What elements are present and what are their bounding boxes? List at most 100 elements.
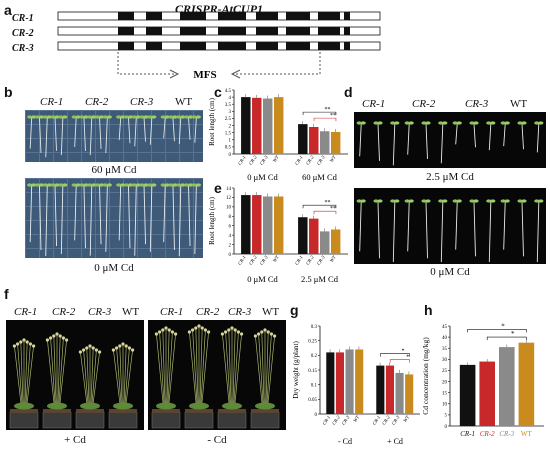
seedling-leaf bbox=[373, 199, 379, 203]
significance-mark: ** bbox=[325, 107, 331, 113]
y-tick-label: 0.3 bbox=[311, 325, 318, 330]
flower-cluster bbox=[98, 350, 102, 354]
exon-block bbox=[118, 12, 134, 20]
seedling-root bbox=[359, 201, 362, 252]
seedling-root bbox=[29, 117, 33, 149]
stem bbox=[50, 337, 56, 410]
seedling-leaf bbox=[456, 199, 462, 203]
x-tick-label: WT bbox=[353, 415, 361, 424]
seedling-leaf bbox=[160, 115, 166, 119]
seedling-leaf bbox=[469, 121, 475, 125]
b-label-wt: WT bbox=[175, 96, 193, 108]
seedling-root bbox=[105, 185, 108, 252]
pot-photo-minus-cd bbox=[148, 320, 286, 430]
exon-block bbox=[318, 42, 340, 50]
seedling-leaf bbox=[71, 115, 77, 119]
seedling-leaf bbox=[143, 115, 149, 119]
seedling-root bbox=[143, 117, 146, 142]
seedling-leaf bbox=[538, 199, 544, 203]
y-tick-label: 12 bbox=[226, 196, 232, 201]
seedling-leaf bbox=[360, 199, 366, 203]
seedling-leaf bbox=[373, 121, 379, 125]
significance-mark: ** bbox=[330, 206, 336, 212]
seedling-leaf bbox=[195, 115, 201, 119]
seedling-leaf bbox=[79, 183, 85, 187]
bar bbox=[263, 98, 273, 154]
x-tick-label: CR-2 bbox=[382, 415, 392, 427]
flower-cluster bbox=[28, 342, 32, 346]
bar bbox=[499, 347, 515, 426]
gene-label-cr1: CR-1 bbox=[12, 13, 34, 24]
flower-cluster bbox=[253, 334, 257, 338]
seedling-leaf bbox=[390, 121, 396, 125]
plants-minus-cd bbox=[151, 324, 280, 429]
seedling-leaf bbox=[356, 199, 362, 203]
seedling-leaf bbox=[31, 115, 37, 119]
stem bbox=[20, 341, 24, 410]
stem bbox=[266, 333, 272, 410]
seedling-leaf bbox=[180, 115, 186, 119]
f-left-label-wt: WT bbox=[122, 306, 140, 318]
x-tick-label: WT bbox=[521, 430, 533, 438]
seedling-leaf bbox=[38, 115, 45, 119]
stem bbox=[233, 331, 239, 410]
seedling-leaf bbox=[183, 183, 190, 187]
exon-block bbox=[180, 42, 206, 50]
seedling-leaf bbox=[31, 183, 37, 187]
seedling-leaf bbox=[131, 183, 137, 187]
f-left-label-cr3: CR-3 bbox=[88, 306, 112, 318]
seedling-root bbox=[425, 201, 428, 259]
mfs-arrow-right bbox=[169, 69, 180, 79]
seedling-leaf bbox=[425, 121, 431, 125]
flower-cluster bbox=[174, 332, 178, 336]
seedling-leaf bbox=[538, 121, 544, 125]
b-top-condition: 60 μM Cd bbox=[91, 164, 137, 176]
x-tick-label: CR-1 bbox=[295, 155, 305, 166]
flower-cluster bbox=[233, 328, 237, 332]
significance-mark: ** bbox=[325, 200, 331, 206]
flower-cluster bbox=[49, 336, 53, 340]
seedling-leaf bbox=[46, 183, 52, 187]
x-tick-label: CR-2 bbox=[332, 415, 342, 427]
seedling-root bbox=[440, 123, 444, 164]
x-tick-label: CR-3 bbox=[342, 415, 352, 427]
seedling-leaf bbox=[390, 199, 396, 203]
seedling-leaf bbox=[421, 121, 427, 125]
y-tick-label: 3 bbox=[229, 110, 232, 115]
seedling-leaf bbox=[404, 199, 410, 203]
soil bbox=[76, 409, 104, 413]
stem bbox=[199, 327, 203, 410]
seedling-root bbox=[503, 123, 506, 147]
soil bbox=[43, 409, 71, 413]
bar bbox=[320, 131, 330, 154]
seedling-root bbox=[143, 185, 146, 245]
x-tick-label: CR-1 bbox=[460, 430, 475, 438]
x-tick-label: CR-3 bbox=[317, 255, 327, 267]
seedling-leaf bbox=[377, 199, 383, 203]
y-tick-label: 30 bbox=[442, 358, 448, 363]
seedling-leaf bbox=[50, 183, 56, 187]
y-tick-label: 3.5 bbox=[225, 103, 232, 108]
seedling-leaf bbox=[404, 121, 410, 125]
pot bbox=[151, 411, 181, 429]
stem bbox=[267, 335, 275, 410]
stem bbox=[168, 333, 176, 410]
stem bbox=[17, 343, 23, 410]
seedling-leaf bbox=[127, 183, 134, 187]
y-tick-label: 4 bbox=[229, 96, 232, 101]
seedling-root bbox=[503, 201, 506, 250]
stem bbox=[113, 349, 121, 410]
y-tick-label: 5 bbox=[445, 414, 448, 419]
seedling-root bbox=[521, 123, 524, 150]
significance-bracket bbox=[302, 204, 337, 209]
soil bbox=[152, 409, 180, 413]
flower-cluster bbox=[118, 344, 122, 348]
pot bbox=[184, 411, 214, 429]
y-tick-label: 0 bbox=[229, 153, 232, 158]
seedling-leaf bbox=[98, 183, 105, 187]
seedling-root bbox=[392, 123, 396, 166]
y-axis-label: Cd concentration (mg/kg) bbox=[421, 337, 430, 415]
bar bbox=[330, 131, 341, 154]
seedling-root bbox=[359, 123, 362, 157]
seedling-leaf bbox=[172, 183, 178, 187]
